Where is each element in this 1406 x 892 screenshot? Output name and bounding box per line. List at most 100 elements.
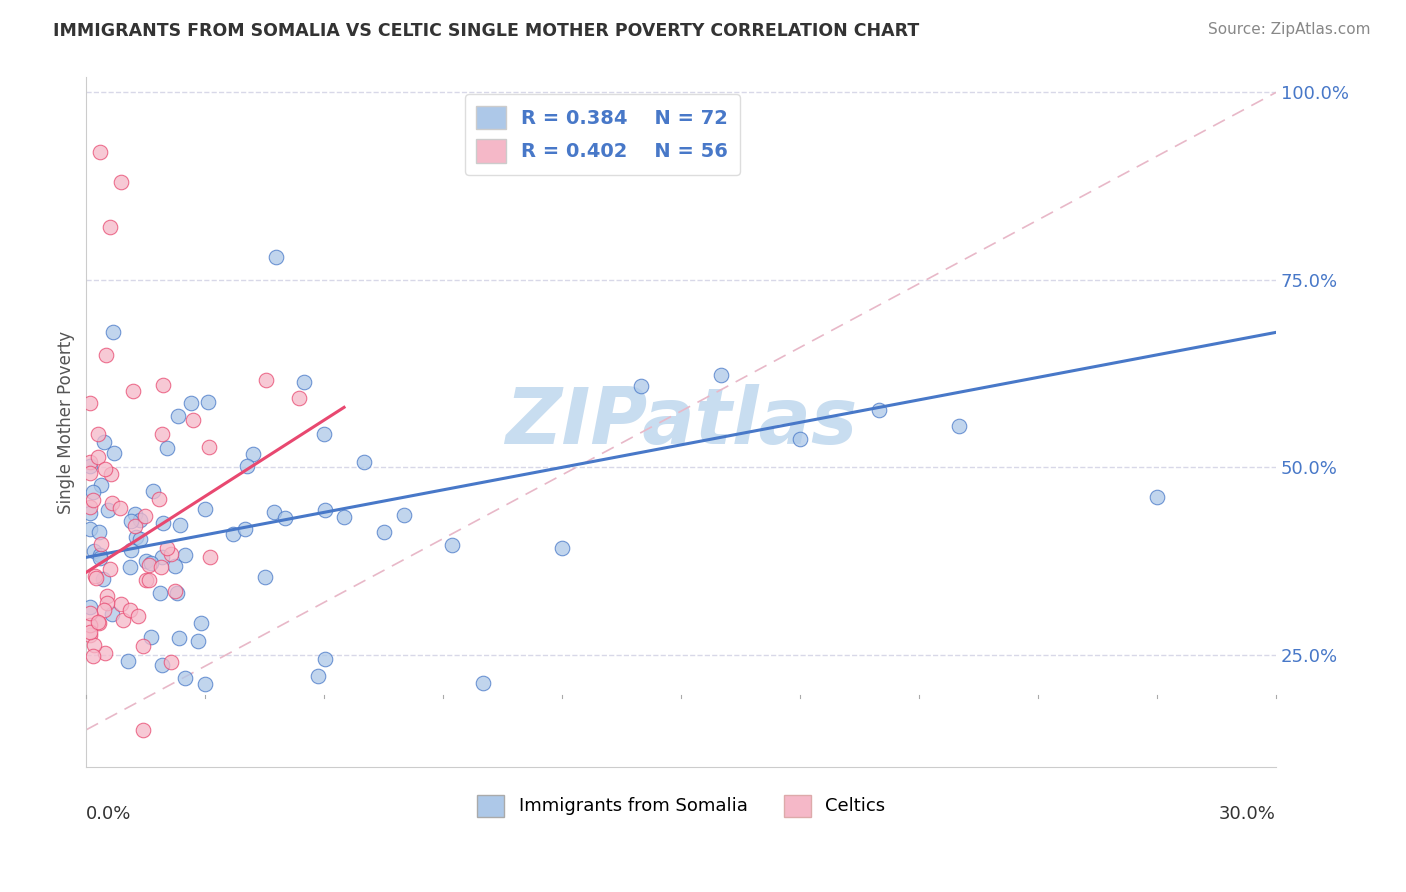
Point (122, 384, 145, 398)
Point (96, 589, 118, 603)
Point (222, 527, 245, 541)
Point (132, 723, 155, 737)
Point (156, 441, 179, 455)
Point (314, 426, 336, 441)
Point (167, 409, 190, 423)
Point (120, 559, 142, 574)
Point (87, 615, 110, 629)
Point (96, 596, 118, 610)
Point (93, 434, 115, 449)
Point (98, 220, 121, 235)
Point (100, 561, 122, 575)
Point (307, 669, 329, 683)
Point (174, 549, 197, 563)
Point (103, 446, 125, 460)
Point (264, 251, 287, 265)
Point (134, 508, 156, 523)
Point (149, 560, 172, 574)
Point (131, 640, 153, 654)
Point (198, 550, 221, 565)
Point (314, 503, 336, 517)
Point (82, 649, 104, 664)
Point (152, 516, 174, 531)
Point (236, 459, 259, 474)
Point (87, 426, 110, 441)
Point (89, 145, 111, 160)
Point (142, 483, 165, 498)
Point (79, 522, 101, 536)
Point (253, 570, 276, 584)
Point (124, 519, 146, 533)
Point (1146, 491, 1168, 505)
Point (314, 652, 336, 666)
Point (100, 467, 122, 481)
Point (135, 553, 157, 567)
Point (86, 571, 108, 585)
Point (194, 501, 217, 516)
Point (190, 616, 212, 631)
Point (79, 455, 101, 469)
Point (82, 485, 104, 500)
Point (180, 395, 202, 409)
Point (79, 606, 101, 620)
Point (93, 603, 115, 617)
Point (173, 671, 195, 685)
Point (149, 586, 172, 600)
Point (868, 403, 890, 417)
Point (187, 634, 209, 648)
Point (163, 558, 186, 573)
Point (79, 500, 101, 515)
Point (82, 493, 104, 508)
Point (83, 544, 105, 558)
Legend: Immigrants from Somalia, Celtics: Immigrants from Somalia, Celtics (470, 788, 893, 824)
Point (242, 447, 264, 461)
Point (139, 630, 162, 644)
Point (89, 550, 111, 565)
Point (103, 326, 125, 340)
Text: ZIPatlas: ZIPatlas (505, 384, 858, 460)
Point (79, 466, 101, 480)
Point (120, 603, 142, 617)
Point (120, 514, 142, 528)
Point (710, 368, 733, 382)
Point (79, 396, 101, 410)
Point (90, 477, 112, 491)
Point (155, 541, 177, 556)
Point (198, 440, 221, 454)
Point (138, 558, 160, 572)
Point (440, 538, 463, 552)
Point (169, 517, 191, 532)
Point (263, 505, 285, 519)
Point (197, 395, 219, 409)
Point (150, 658, 173, 673)
Point (89, 524, 111, 539)
Point (79, 506, 101, 520)
Point (91, 572, 114, 586)
Point (110, 175, 132, 189)
Point (292, 376, 315, 390)
Point (117, 654, 139, 668)
Point (94, 348, 117, 362)
Point (353, 455, 375, 469)
Point (79, 624, 101, 639)
Point (139, 556, 162, 570)
Point (110, 597, 132, 611)
Point (79, 599, 101, 614)
Point (97, 503, 120, 517)
Point (129, 533, 152, 547)
Point (160, 547, 183, 561)
Point (150, 549, 173, 564)
Point (138, 573, 160, 587)
Point (79, 628, 101, 642)
Point (94, 461, 117, 475)
Point (84, 568, 107, 582)
Point (288, 391, 311, 405)
Point (125, 530, 148, 544)
Point (194, 676, 217, 690)
Point (148, 491, 170, 506)
Point (90, 537, 112, 551)
Point (128, 513, 150, 527)
Point (152, 426, 174, 441)
Text: IMMIGRANTS FROM SOMALIA VS CELTIC SINGLE MOTHER POVERTY CORRELATION CHART: IMMIGRANTS FROM SOMALIA VS CELTIC SINGLE… (53, 22, 920, 40)
Point (166, 586, 188, 600)
